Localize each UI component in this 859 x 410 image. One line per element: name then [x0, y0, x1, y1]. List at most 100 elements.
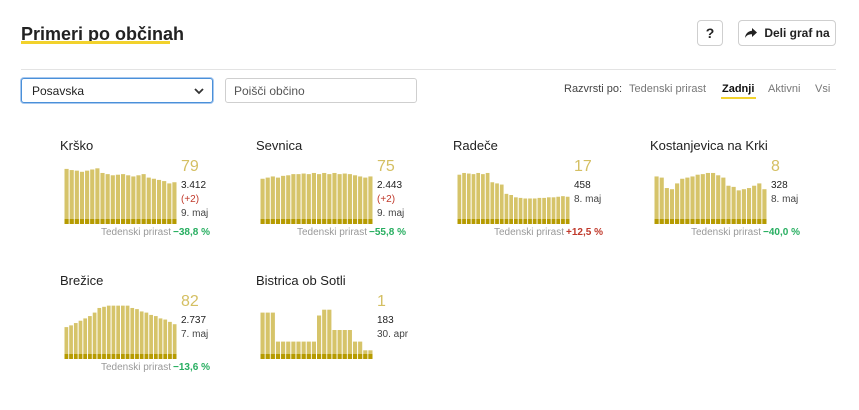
sparkline-bar [352, 341, 358, 359]
sparkline-bar-new [695, 219, 700, 224]
sparkline-bar-new [499, 219, 504, 224]
active-cases: 79 [181, 158, 199, 175]
sparkline-chart [64, 305, 177, 359]
weekly-growth-label: Tedenski prirast [100, 227, 172, 238]
sparkline-bar [546, 197, 551, 224]
sparkline-bar-new [462, 219, 466, 224]
sparkline-bar-new [260, 219, 265, 224]
sparkline-bar-new [757, 219, 762, 224]
sparkline-bar [260, 178, 265, 224]
sparkline-bar-new [327, 354, 332, 359]
sparkline-bar-new [565, 219, 570, 224]
sparkline-bar-new [158, 354, 163, 359]
sparkline-bar [167, 183, 172, 224]
sparkline-bar [88, 316, 92, 359]
sparkline-bar-new [163, 354, 168, 359]
municipality-card[interactable]: Bistrica ob Sotli 1 183 30. apr [256, 273, 436, 383]
sparkline-bar-new [368, 219, 373, 224]
sparkline-bar-new [64, 354, 69, 359]
sparkline-bar-new [95, 219, 100, 224]
sparkline-bar-new [110, 219, 115, 224]
sparkline-bar [317, 315, 322, 359]
sparkline-bar-new [301, 354, 306, 359]
sparkline-bar [100, 172, 105, 224]
sparkline-bar [337, 330, 342, 359]
sparkline-bar [721, 177, 726, 224]
sparkline-bar-new [275, 219, 281, 224]
share-button[interactable]: Deli graf na [738, 20, 836, 46]
sparkline-bar [158, 318, 163, 359]
sparkline-bar-new [542, 219, 546, 224]
sparkline-bar [741, 189, 746, 224]
sparkline-bar [664, 188, 669, 224]
sparkline-bar [270, 176, 275, 224]
sparkline-bar [162, 181, 167, 224]
sparkline-bar [332, 330, 337, 359]
sparkline-bar [116, 305, 120, 359]
sparkline-bar-new [146, 219, 151, 224]
active-cases: 1 [377, 293, 386, 310]
sparkline-bar [136, 175, 141, 224]
sparkline-bar-new [92, 354, 97, 359]
last-update-date: 8. maj [771, 194, 799, 205]
sparkline-bar [260, 312, 265, 359]
sparkline-bar-new [135, 354, 139, 359]
sparkline-bar-new [115, 219, 120, 224]
region-select[interactable]: Posavska [21, 78, 213, 103]
weekly-growth-label: Tedenski prirast [493, 227, 565, 238]
sparkline-bar-new [561, 219, 565, 224]
sparkline-bar [265, 312, 270, 359]
sparkline-bar [79, 171, 85, 224]
sparkline-bar-new [495, 219, 499, 224]
sparkline-bar [659, 177, 664, 224]
municipality-search-input[interactable] [225, 78, 417, 103]
sparkline-bar [281, 341, 286, 359]
sparkline-bar [69, 170, 74, 224]
sparkline-bar [78, 320, 83, 359]
weekly-growth-label: Tedenski prirast [296, 227, 368, 238]
sparkline-bar-new [322, 219, 327, 224]
municipality-card[interactable]: Radeče 17 458 8. maj Tedenski prirast +12,5 % [453, 138, 633, 248]
sparkline-bar-new [121, 354, 125, 359]
sparkline-bar [716, 175, 721, 224]
sparkline-bar-new [762, 219, 767, 224]
sparkline-bar-new [88, 354, 92, 359]
last-update-date: 9. maj [181, 208, 209, 219]
sparkline-bar-new [296, 219, 301, 224]
sort-option-latest[interactable]: Zadnji [722, 83, 755, 95]
sort-option-weekly-growth[interactable]: Tedenski prirast [629, 83, 707, 95]
sort-label: Razvrsti po: [564, 83, 623, 95]
sparkline-bar-new [337, 219, 342, 224]
sparkline-bar-new [105, 219, 110, 224]
sparkline-bar [499, 184, 504, 224]
sort-option-all[interactable]: Vsi [815, 83, 831, 95]
sparkline-bar [135, 309, 139, 359]
region-select-value: Posavska [32, 83, 85, 98]
municipality-card[interactable]: Sevnica 75 2.443 (+2) 9. maj Tedenski prirast… [256, 138, 436, 248]
total-cases: 183 [377, 315, 394, 326]
sort-option-active[interactable]: Aktivni [768, 83, 801, 95]
last-update-date: 9. maj [377, 208, 405, 219]
sparkline-bar [504, 193, 509, 224]
sparkline-bar [311, 172, 316, 224]
sparkline-bar-new [291, 219, 296, 224]
sparkline-bar-new [711, 219, 716, 224]
last-update-date: 30. apr [377, 329, 409, 340]
sparkline-bar-new [690, 219, 695, 224]
municipality-card[interactable]: Krško 79 3.412 (+2) 9. maj Tedenski prirast −3… [60, 138, 240, 248]
share-arrow-icon [745, 28, 758, 38]
weekly-growth: Tedenski prirast −38,8 % [101, 227, 210, 238]
municipality-card[interactable]: Brežice 82 2.737 7. maj Tedenski prirast −13,… [60, 273, 240, 383]
sparkline-bar-new [680, 219, 685, 224]
sparkline-bar-new [485, 219, 490, 224]
sparkline-bar [110, 175, 115, 224]
sparkline-bar [172, 182, 177, 224]
sparkline-bar [532, 198, 537, 224]
sparkline-bar [121, 305, 125, 359]
sparkline-bar [551, 197, 556, 224]
municipality-card[interactable]: Kostanjevica na Krki 8 328 8. maj Tedenski p… [650, 138, 830, 248]
sparkline-bar [363, 177, 368, 224]
help-button[interactable]: ? [697, 20, 723, 46]
total-cases: 328 [771, 180, 788, 191]
sparkline-bar-new [74, 219, 79, 224]
